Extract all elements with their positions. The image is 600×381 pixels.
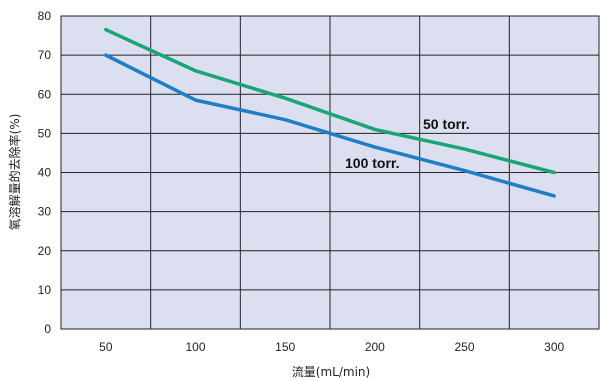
series-lines: [104, 27, 556, 198]
x-tick-label: 250: [454, 340, 474, 354]
x-axis-title: 流量(mL/min): [292, 365, 370, 379]
series-label-100-torr: 100 torr.: [345, 155, 399, 171]
x-tick-label: 50: [99, 340, 113, 354]
x-tick-label: 100: [185, 340, 205, 354]
y-tick-label: 0: [44, 322, 51, 336]
series-line-100-torr: [104, 53, 556, 198]
grid-lines: [61, 16, 599, 329]
plot-border: [60, 15, 600, 330]
x-tick-label: 200: [365, 340, 385, 354]
y-tick-label: 40: [38, 166, 52, 180]
y-tick-label: 80: [38, 9, 52, 23]
x-tick-label: 300: [544, 340, 564, 354]
y-tick-label: 50: [38, 126, 52, 140]
y-tick-label: 60: [38, 87, 52, 101]
y-tick-label: 20: [38, 244, 52, 258]
x-tick-label: 150: [275, 340, 295, 354]
x-tick-labels: 50 100 150 200 250 300: [99, 340, 564, 354]
y-axis-title: 氧溶解量的去除率(%): [7, 114, 22, 231]
y-tick-label: 70: [38, 48, 52, 62]
y-tick-labels: 0 10 20 30 40 50 60 70 80: [38, 9, 52, 336]
series-line-50-torr: [104, 27, 556, 175]
y-tick-label: 30: [38, 205, 52, 219]
series-label-50-torr: 50 torr.: [423, 116, 470, 132]
y-tick-label: 10: [38, 283, 52, 297]
